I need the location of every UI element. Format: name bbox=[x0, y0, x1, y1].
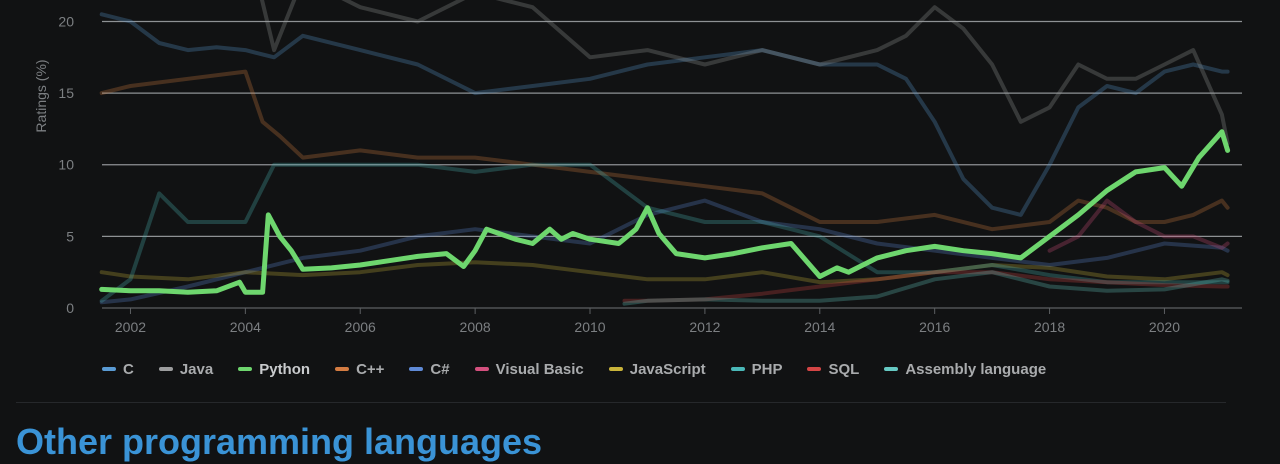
legend-item-c[interactable]: C bbox=[102, 361, 134, 378]
series-line-c bbox=[99, 12, 1230, 217]
series-line-java bbox=[259, 0, 1230, 146]
legend-item-visual-basic[interactable]: Visual Basic bbox=[474, 360, 584, 378]
legend-item-c-[interactable]: C++ bbox=[335, 361, 384, 378]
tiobe-line-chart: 0 5 10 15 20 2002 2004 2006 2008 2010 2012 2014 201… bbox=[33, 0, 1242, 380]
series-line-php bbox=[99, 162, 1230, 303]
legend-swatch bbox=[158, 367, 173, 371]
section-heading: Other programming languages bbox=[16, 421, 543, 462]
line-chart-svg: 0 5 10 15 20 2002 2004 2006 2008 2010 2012 2014 201… bbox=[33, 0, 1242, 335]
x-tick-label: 2002 bbox=[115, 319, 146, 335]
x-tick-label: 2008 bbox=[460, 319, 491, 335]
legend-label: Assembly language bbox=[905, 360, 1047, 378]
legend-swatch bbox=[102, 367, 116, 371]
legend-swatch bbox=[884, 367, 899, 371]
legend-label: Java bbox=[179, 360, 214, 378]
legend-label: Visual Basic bbox=[495, 360, 584, 378]
series-line-c- bbox=[99, 198, 1230, 305]
legend-label: SQL bbox=[828, 360, 860, 378]
y-axis-label: Ratings (%) bbox=[33, 59, 49, 132]
legend-label: JavaScript bbox=[629, 360, 706, 378]
y-tick-label: 0 bbox=[66, 300, 74, 316]
y-tick-label: 10 bbox=[58, 157, 74, 173]
legend-swatch bbox=[409, 367, 424, 371]
y-tick-label: 20 bbox=[58, 13, 74, 29]
legend-label: PHP bbox=[751, 360, 783, 378]
legend-item-c-[interactable]: C# bbox=[409, 360, 450, 378]
legend-swatch bbox=[238, 367, 253, 371]
x-tick-label: 2010 bbox=[574, 319, 605, 335]
legend-item-php[interactable]: PHP bbox=[730, 360, 783, 378]
x-tick-label: 2020 bbox=[1149, 319, 1180, 335]
series-line-python bbox=[99, 129, 1231, 295]
series-line-assembly-language bbox=[622, 270, 1230, 306]
x-tick-label: 2014 bbox=[804, 319, 835, 335]
x-tick-label: 2006 bbox=[345, 319, 376, 335]
legend-label: C++ bbox=[356, 360, 385, 378]
legend-item-python[interactable]: Python bbox=[238, 361, 310, 378]
legend-item-assembly-language[interactable]: Assembly language bbox=[884, 361, 1046, 378]
x-axis-ticks: 2002 2004 2006 2008 2010 2012 2014 2016 2018 2020 bbox=[115, 308, 1180, 335]
legend-swatch bbox=[474, 367, 489, 371]
series-line-javascript bbox=[99, 260, 1230, 285]
legend-swatch bbox=[608, 367, 623, 371]
x-tick-label: 2018 bbox=[1034, 319, 1065, 335]
y-tick-label: 5 bbox=[66, 228, 74, 244]
legend-swatch bbox=[807, 367, 822, 371]
chart-legend: C Java Python C++ C# Visual Basic JavaScript PH… bbox=[102, 358, 1071, 380]
legend-label: C bbox=[123, 360, 134, 378]
y-axis-ticks: 0 5 10 15 20 bbox=[58, 13, 74, 316]
series-line-sql bbox=[622, 270, 1230, 303]
x-tick-label: 2012 bbox=[689, 319, 720, 335]
legend-swatch bbox=[730, 367, 745, 371]
legend-swatch bbox=[335, 367, 350, 371]
legend-item-java[interactable]: Java bbox=[158, 360, 214, 378]
legend-label: C# bbox=[430, 360, 450, 378]
legend-label: Python bbox=[259, 360, 311, 378]
series-line-visual-basic bbox=[1047, 198, 1230, 253]
series-line-c- bbox=[99, 69, 1230, 232]
series-lines bbox=[99, 0, 1231, 306]
section-divider bbox=[16, 402, 1226, 403]
y-tick-label: 15 bbox=[58, 85, 74, 101]
legend-item-javascript[interactable]: JavaScript bbox=[608, 360, 706, 378]
x-tick-label: 2004 bbox=[230, 319, 261, 335]
legend-item-sql[interactable]: SQL bbox=[807, 361, 859, 378]
x-tick-label: 2016 bbox=[919, 319, 950, 335]
